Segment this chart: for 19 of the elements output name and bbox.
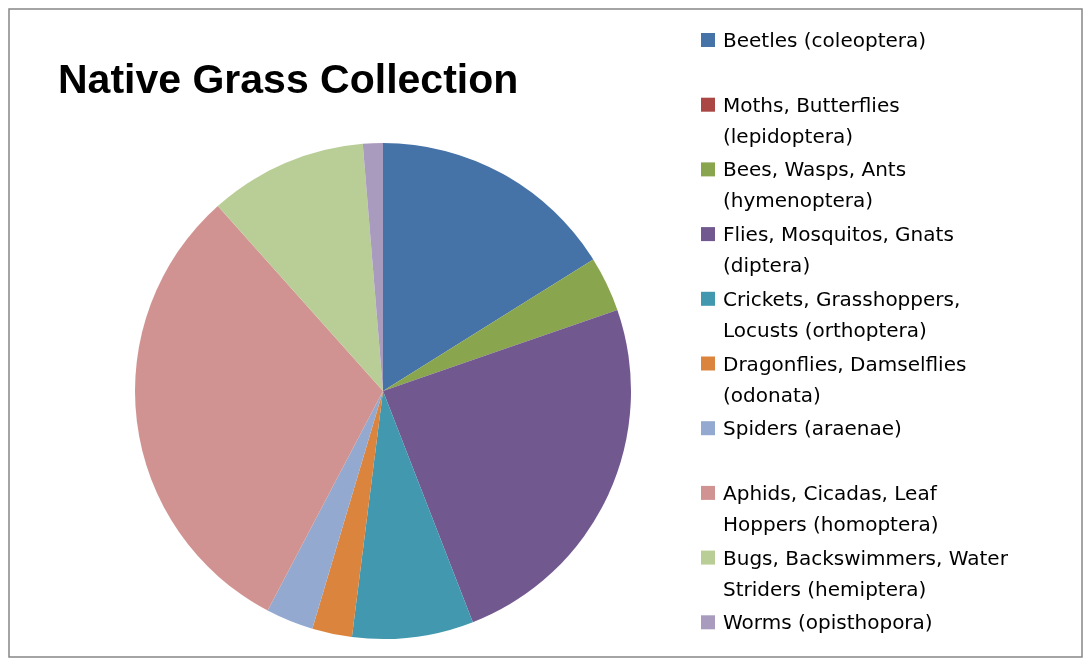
pie-slice	[267, 391, 383, 629]
legend-label: Worms (opisthopora)	[723, 610, 933, 635]
legend-label: Dragonflies, Damselflies (odonata)	[723, 351, 967, 407]
legend-label: Bugs, Backswimmers, Water Striders (hemiptera)	[723, 545, 1009, 601]
pie-slice	[383, 259, 618, 391]
pie-slice	[383, 143, 594, 391]
text: Native Grass Collection	[58, 56, 519, 102]
legend-label: Aphids, Cicadas, Leaf Hoppers (homoptera)	[723, 480, 939, 536]
pie-slice	[383, 309, 631, 623]
pie-slice	[351, 391, 473, 639]
legend-label: Spiders (araenae)	[723, 416, 902, 441]
legend-label: Bees, Wasps, Ants (hymenoptera)	[723, 157, 907, 213]
legend-label: Crickets, Grasshoppers, Locusts (orthoptera)	[723, 286, 961, 342]
legend-label: Beetles (coleoptera)	[723, 28, 927, 52]
legend-label: Moths, Butterflies (lepidoptera)	[723, 92, 900, 148]
pie-slice	[135, 206, 383, 611]
pie-slice	[217, 143, 383, 391]
pie-slice	[312, 391, 383, 638]
legend-label: Flies, Mosquitos, Gnats (diptera)	[723, 222, 954, 278]
